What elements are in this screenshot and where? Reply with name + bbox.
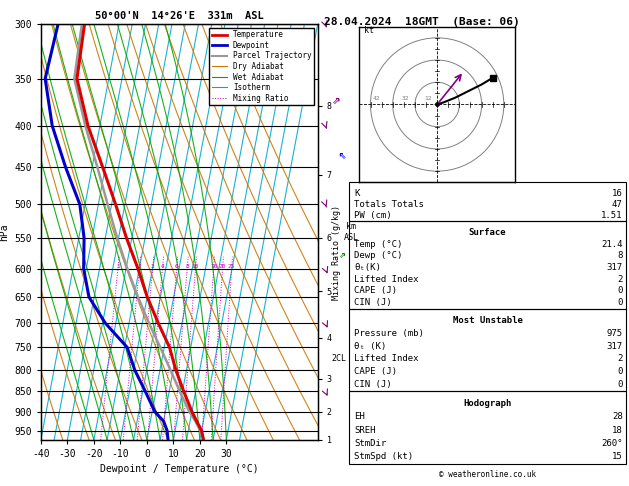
Text: kt: kt [364,26,374,35]
Text: StmSpd (kt): StmSpd (kt) [354,452,413,461]
Title: 50°00'N  14°26'E  331m  ASL: 50°00'N 14°26'E 331m ASL [95,11,264,21]
Text: CIN (J): CIN (J) [354,380,392,389]
Text: 4: 4 [160,264,164,269]
Text: 317: 317 [606,342,623,351]
Text: ⇗: ⇗ [332,93,341,106]
Text: Pressure (mb): Pressure (mb) [354,329,424,338]
Text: PW (cm): PW (cm) [354,211,392,220]
Text: 3: 3 [151,264,155,269]
Text: 15: 15 [612,452,623,461]
Y-axis label: hPa: hPa [0,223,9,241]
Text: 2: 2 [617,354,623,364]
Text: CAPE (J): CAPE (J) [354,367,397,376]
Text: Surface: Surface [469,228,506,237]
Text: 47: 47 [612,200,623,209]
Text: 975: 975 [606,329,623,338]
Text: Lifted Index: Lifted Index [354,275,419,284]
Text: θₜ (K): θₜ (K) [354,342,386,351]
Text: Lifted Index: Lifted Index [354,354,419,364]
Text: 6: 6 [175,264,179,269]
Text: 28.04.2024  18GMT  (Base: 06): 28.04.2024 18GMT (Base: 06) [323,17,520,27]
Text: 260°: 260° [601,439,623,448]
Text: ⇗: ⇗ [338,250,345,260]
Text: 32: 32 [401,96,409,101]
Text: 0: 0 [617,298,623,307]
Text: 25: 25 [228,264,235,269]
Text: 2CL: 2CL [331,354,347,364]
Text: Temp (°C): Temp (°C) [354,240,403,249]
Text: Most Unstable: Most Unstable [452,316,523,325]
Text: 20: 20 [219,264,226,269]
Text: 2: 2 [617,275,623,284]
Text: 0: 0 [617,367,623,376]
Text: Mixing Ratio (g/kg): Mixing Ratio (g/kg) [332,206,341,300]
Text: EH: EH [354,413,365,421]
Text: ⇖: ⇖ [338,149,345,162]
Text: 12: 12 [424,96,431,101]
Text: StmDir: StmDir [354,439,386,448]
Text: 0: 0 [617,286,623,295]
Text: 2: 2 [138,264,142,269]
Text: 1.51: 1.51 [601,211,623,220]
Text: 1: 1 [116,264,120,269]
Text: 10: 10 [192,264,199,269]
Text: CIN (J): CIN (J) [354,298,392,307]
Text: SREH: SREH [354,426,376,434]
Text: 18: 18 [612,426,623,434]
Text: 28: 28 [612,413,623,421]
X-axis label: Dewpoint / Temperature (°C): Dewpoint / Temperature (°C) [100,465,259,474]
Text: Dewp (°C): Dewp (°C) [354,251,403,260]
Y-axis label: km
ASL: km ASL [343,223,359,242]
Text: CAPE (J): CAPE (J) [354,286,397,295]
Text: 42: 42 [373,96,380,101]
Text: 16: 16 [612,189,623,198]
Text: 0: 0 [617,380,623,389]
Text: © weatheronline.co.uk: © weatheronline.co.uk [439,469,536,479]
Text: Totals Totals: Totals Totals [354,200,424,209]
Legend: Temperature, Dewpoint, Parcel Trajectory, Dry Adiabat, Wet Adiabat, Isotherm, Mi: Temperature, Dewpoint, Parcel Trajectory… [209,28,314,105]
Text: 317: 317 [606,263,623,272]
Text: Hodograph: Hodograph [464,399,511,408]
Text: 21.4: 21.4 [601,240,623,249]
Text: 8: 8 [617,251,623,260]
Text: 16: 16 [210,264,218,269]
Text: θₜ(K): θₜ(K) [354,263,381,272]
Text: 8: 8 [186,264,189,269]
Text: K: K [354,189,360,198]
